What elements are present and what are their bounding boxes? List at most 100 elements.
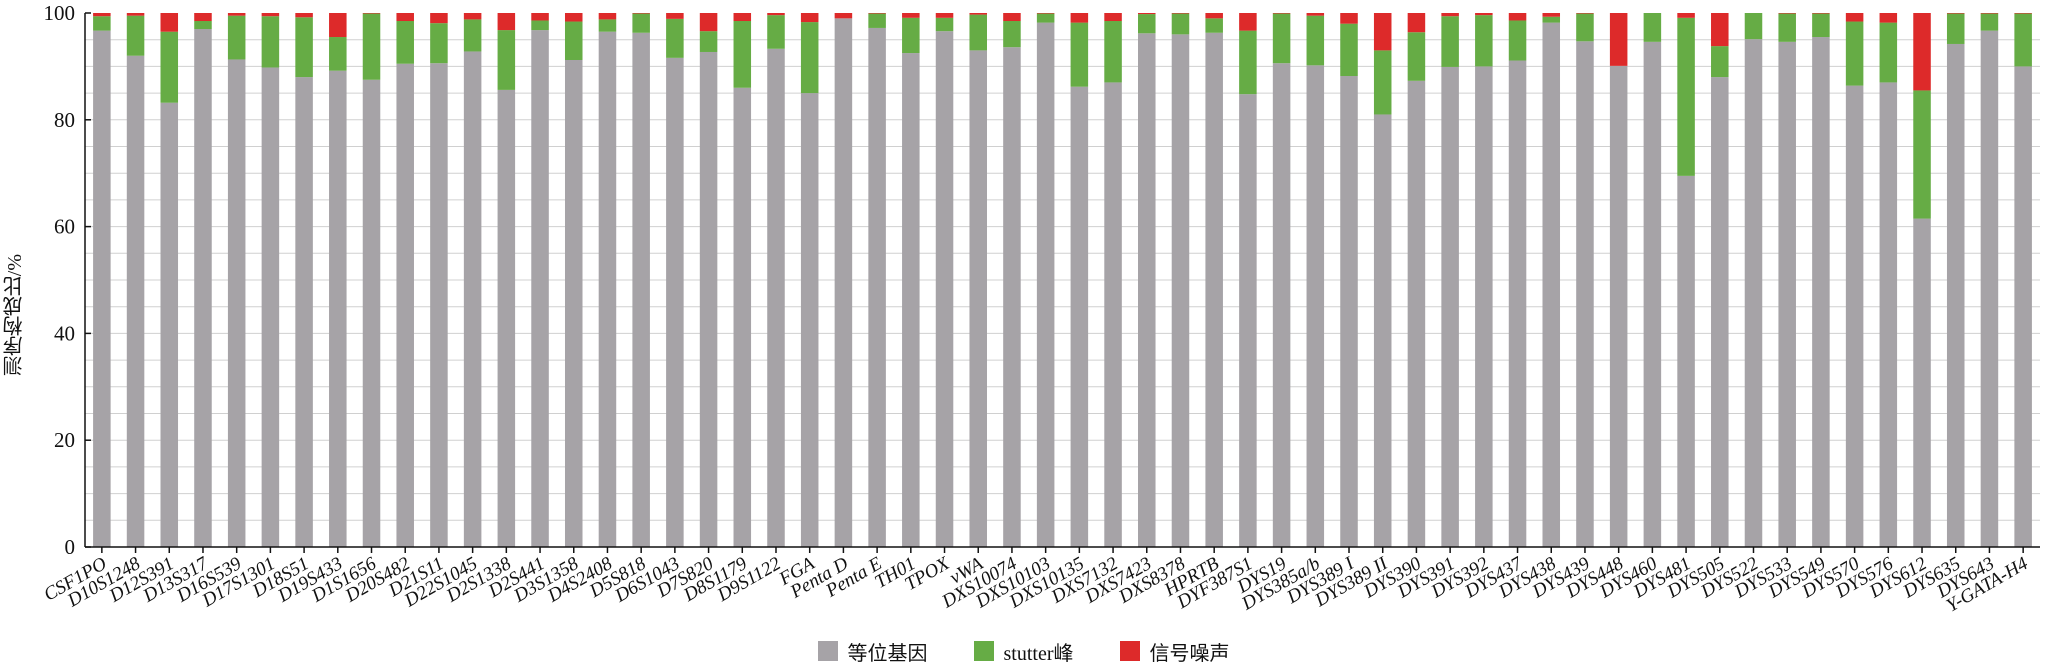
bar-segment-stutter bbox=[1542, 16, 1561, 23]
bar-segment-allele bbox=[430, 63, 448, 548]
bar-segment-noise bbox=[1980, 13, 1999, 14]
bar-segment-allele bbox=[1003, 47, 1021, 548]
bar-segment-stutter bbox=[362, 13, 381, 80]
bar-segment-stutter bbox=[1913, 90, 1931, 219]
bar-segment-allele bbox=[463, 51, 482, 548]
legend-swatch-allele bbox=[817, 641, 838, 661]
bar-segment-noise bbox=[396, 13, 414, 22]
bar-segment-allele bbox=[902, 53, 920, 548]
legend-label-noise: 信号噪声 bbox=[1149, 642, 1230, 665]
bar-segment-allele bbox=[1879, 82, 1898, 548]
bar-segment-stutter bbox=[1205, 18, 1223, 33]
y-axis-label-container: 测序构成比/% bbox=[2, 230, 26, 400]
bar-segment-stutter bbox=[531, 20, 549, 31]
bar-segment-stutter bbox=[1272, 13, 1291, 64]
bar-segment-stutter bbox=[902, 17, 920, 54]
bar-segment-stutter bbox=[1239, 30, 1257, 95]
bar-segment-allele bbox=[1171, 34, 1190, 548]
bar-segment-allele bbox=[1036, 22, 1055, 547]
bar-segment-allele bbox=[1913, 218, 1931, 547]
bar-segment-stutter bbox=[1946, 13, 1965, 44]
bar-segment-allele bbox=[632, 32, 650, 548]
bar-segment-stutter bbox=[295, 17, 313, 78]
bar-segment-stutter bbox=[1879, 22, 1898, 83]
bar-segment-stutter bbox=[1812, 13, 1830, 38]
y-tick-label: 60 bbox=[54, 215, 75, 239]
bar-segment-stutter bbox=[1677, 17, 1695, 176]
bar-segment-stutter bbox=[699, 31, 718, 52]
legend-item-allele: 等位基因 bbox=[817, 637, 928, 666]
bar-segment-noise bbox=[1845, 13, 1864, 22]
bar-segment-noise bbox=[1913, 13, 1931, 91]
bar-segment-allele bbox=[1239, 94, 1257, 547]
bar-segment-allele bbox=[1407, 80, 1426, 548]
bar-segment-noise bbox=[531, 13, 549, 21]
bar-segment-noise bbox=[1003, 13, 1021, 22]
bar-segment-allele bbox=[699, 51, 718, 548]
bar-segment-stutter bbox=[767, 15, 785, 49]
bar-segment-noise bbox=[1272, 13, 1291, 14]
bar-segment-noise bbox=[1441, 13, 1459, 17]
bar-segment-stutter bbox=[1306, 15, 1325, 66]
bar-segment-noise bbox=[935, 13, 954, 18]
bar-segment-stutter bbox=[329, 37, 347, 71]
legend-label-stutter: stutter峰 bbox=[1003, 642, 1074, 665]
bar-segment-allele bbox=[1070, 86, 1089, 547]
bar-segment-stutter bbox=[1441, 16, 1459, 67]
bar-segment-noise bbox=[1070, 13, 1089, 23]
bar-segment-noise bbox=[362, 13, 381, 14]
bar-segment-allele bbox=[194, 29, 212, 547]
bar-segment-noise bbox=[2014, 13, 2032, 14]
bar-segment-noise bbox=[1171, 13, 1190, 14]
bar-segment-allele bbox=[1373, 114, 1392, 548]
bar-segment-allele bbox=[160, 102, 179, 547]
bar-segment-stutter bbox=[1845, 21, 1864, 86]
bar-segment-stutter bbox=[463, 19, 482, 52]
bar-segment-allele bbox=[1508, 60, 1527, 547]
y-axis-label: 测序构成比/% bbox=[3, 253, 26, 377]
bar-segment-noise bbox=[93, 13, 111, 17]
bar-segment-stutter bbox=[396, 21, 414, 64]
bar-segment-stutter bbox=[564, 21, 583, 60]
legend-item-stutter: stutter峰 bbox=[973, 637, 1074, 666]
bar-segment-allele bbox=[362, 79, 381, 547]
bar-segment-noise bbox=[497, 13, 516, 31]
legend: 等位基因 stutter峰 信号噪声 bbox=[0, 637, 2047, 666]
bar-segment-noise bbox=[430, 13, 448, 24]
bar-segment-noise bbox=[329, 13, 347, 38]
bar-segment-stutter bbox=[227, 15, 246, 60]
bar-segment-stutter bbox=[632, 13, 650, 33]
y-tick-label: 20 bbox=[54, 428, 75, 452]
bar-segment-noise bbox=[800, 13, 819, 23]
bar-segment-allele bbox=[564, 59, 583, 547]
bar-segment-stutter bbox=[1744, 13, 1763, 40]
bar-segment-noise bbox=[969, 13, 987, 15]
bar-segment-noise bbox=[1576, 13, 1594, 14]
bar-segment-noise bbox=[126, 13, 145, 16]
bar-segment-noise bbox=[1677, 13, 1695, 18]
bar-segment-allele bbox=[1205, 32, 1223, 548]
bar-segment-allele bbox=[868, 27, 886, 547]
bar-segment-noise bbox=[1609, 13, 1628, 66]
bar-segment-allele bbox=[93, 30, 111, 547]
bar-segment-noise bbox=[1946, 13, 1965, 14]
bar-segment-noise bbox=[868, 13, 886, 14]
bar-segment-allele bbox=[767, 48, 785, 547]
bar-segment-noise bbox=[261, 13, 280, 17]
bar-segment-allele bbox=[261, 67, 280, 547]
bar-segment-noise bbox=[632, 13, 650, 14]
bar-segment-noise bbox=[1340, 13, 1358, 24]
legend-label-allele: 等位基因 bbox=[847, 642, 928, 665]
bar-segment-allele bbox=[666, 57, 684, 548]
bar-segment-allele bbox=[1475, 66, 1493, 548]
bar-segment-stutter bbox=[598, 19, 617, 32]
bar-segment-stutter bbox=[1036, 13, 1055, 23]
bar-segment-allele bbox=[834, 18, 853, 547]
bar-segment-allele bbox=[1845, 85, 1864, 548]
bar-segment-allele bbox=[1104, 82, 1122, 548]
bar-segment-stutter bbox=[2014, 13, 2032, 67]
legend-swatch-noise bbox=[1119, 641, 1140, 661]
bar-segment-noise bbox=[834, 13, 853, 19]
